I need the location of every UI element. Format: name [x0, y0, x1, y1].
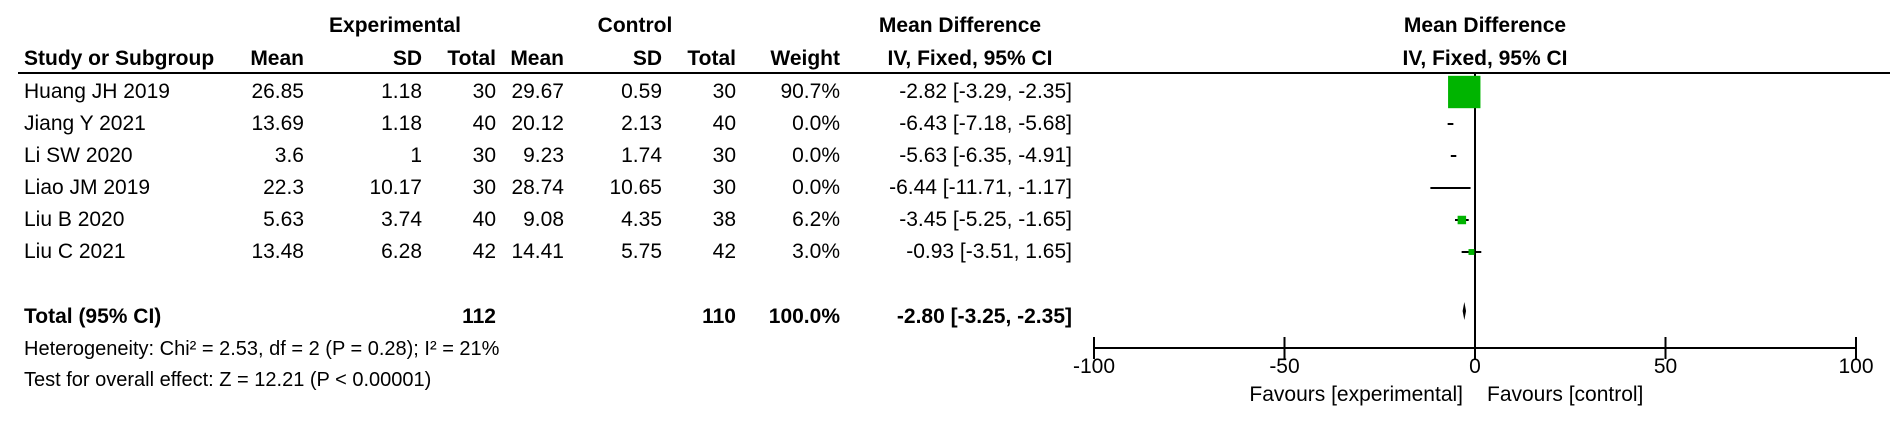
favours-control-label: Favours [control] — [1487, 383, 1643, 406]
weight: 3.0% — [792, 240, 840, 263]
plot-header-bottom: IV, Fixed, 95% CI — [1402, 47, 1568, 70]
x-tick-label: -50 — [1269, 355, 1299, 378]
c-sd: 10.65 — [609, 176, 662, 199]
e-sd: 3.74 — [381, 208, 422, 231]
e-mean: 13.48 — [251, 240, 304, 263]
col-study-header: Study or Subgroup — [24, 47, 215, 70]
c-total: 40 — [712, 112, 736, 135]
effect-ci: -6.43 [-7.18, -5.68] — [899, 112, 1072, 135]
c-mean: 9.23 — [523, 144, 564, 167]
c-mean: 9.08 — [523, 208, 564, 231]
x-tick-label: 100 — [1838, 355, 1873, 378]
c-sd: 2.13 — [621, 112, 662, 135]
e-mean: 13.69 — [251, 112, 304, 135]
c-mean: 29.67 — [511, 80, 564, 103]
c-total: 30 — [712, 176, 736, 199]
e-mean: 3.6 — [274, 144, 304, 167]
effect-header-top: Mean Difference — [878, 14, 1042, 37]
e-total-sum: 112 — [462, 305, 496, 328]
plot-header-rule — [1094, 72, 1890, 74]
c-sd: 5.75 — [621, 240, 662, 263]
c-mean: 14.41 — [511, 240, 564, 263]
c-total: 42 — [712, 240, 736, 263]
x-tick-label: 0 — [1469, 355, 1481, 378]
c-sd: 0.59 — [621, 80, 662, 103]
effect-ci: -6.44 [-11.71, -1.17] — [889, 176, 1072, 199]
table-header-rule — [18, 72, 1094, 74]
e-sd: 1.18 — [381, 80, 422, 103]
group-control-header: Control — [597, 14, 673, 37]
x-tick-label: 50 — [1654, 355, 1677, 378]
col-e-total-header: Total — [447, 47, 496, 70]
e-total: 40 — [472, 112, 496, 135]
c-total: 30 — [712, 144, 736, 167]
weight: 0.0% — [792, 176, 840, 199]
e-total: 30 — [472, 176, 496, 199]
c-sd: 4.35 — [621, 208, 662, 231]
plot-header-top: Mean Difference — [1403, 14, 1567, 37]
e-total: 42 — [472, 240, 496, 263]
col-c-mean-header: Mean — [510, 47, 564, 70]
c-total-sum: 110 — [702, 305, 736, 328]
group-experimental-header: Experimental — [329, 14, 461, 37]
x-tick-label: -100 — [1073, 355, 1115, 378]
study-name: Liu B 2020 — [24, 208, 125, 231]
study-marker — [1468, 249, 1475, 255]
e-mean: 26.85 — [251, 80, 304, 103]
c-total: 30 — [712, 80, 736, 103]
col-e-sd-header: SD — [392, 47, 422, 70]
study-name: Jiang Y 2021 — [24, 112, 146, 135]
study-name: Huang JH 2019 — [24, 80, 170, 103]
favours-experimental-label: Favours [experimental] — [1249, 383, 1463, 406]
effect-header-bottom: IV, Fixed, 95% CI — [887, 47, 1053, 70]
e-sd: 1 — [410, 144, 422, 167]
effect-ci: -0.93 [-3.51, 1.65] — [906, 240, 1072, 263]
col-c-sd-header: SD — [632, 47, 662, 70]
overall-effect-note: Test for overall effect: Z = 12.21 (P < … — [24, 369, 432, 391]
e-total: 30 — [472, 80, 496, 103]
weight: 90.7% — [780, 80, 840, 103]
e-total: 30 — [472, 144, 496, 167]
c-mean: 20.12 — [511, 112, 564, 135]
total-effect-ci: -2.80 [-3.25, -2.35] — [896, 305, 1072, 328]
total-label: Total (95% CI) — [24, 305, 162, 328]
e-mean: 5.63 — [263, 208, 304, 231]
effect-ci: -3.45 [-5.25, -1.65] — [899, 208, 1072, 231]
e-sd: 10.17 — [369, 176, 422, 199]
effect-ci: -2.82 [-3.29, -2.35] — [899, 80, 1072, 103]
col-e-mean-header: Mean — [250, 47, 304, 70]
total-weight: 100.0% — [768, 305, 840, 328]
col-c-total-header: Total — [687, 47, 736, 70]
e-mean: 22.3 — [263, 176, 304, 199]
study-marker — [1448, 75, 1481, 109]
c-total: 38 — [712, 208, 736, 231]
study-name: Li SW 2020 — [24, 144, 133, 167]
weight: 0.0% — [792, 144, 840, 167]
study-name: Liu C 2021 — [24, 240, 126, 263]
e-total: 40 — [472, 208, 496, 231]
weight: 0.0% — [792, 112, 840, 135]
study-marker — [1457, 215, 1467, 225]
c-mean: 28.74 — [511, 176, 564, 199]
c-sd: 1.74 — [621, 144, 662, 167]
weight: 6.2% — [792, 208, 840, 231]
e-sd: 1.18 — [381, 112, 422, 135]
e-sd: 6.28 — [381, 240, 422, 263]
heterogeneity-note: Heterogeneity: Chi² = 2.53, df = 2 (P = … — [24, 338, 500, 360]
study-name: Liao JM 2019 — [24, 176, 151, 199]
effect-ci: -5.63 [-6.35, -4.91] — [899, 144, 1072, 167]
col-weight-header: Weight — [770, 47, 840, 70]
pooled-diamond — [1462, 302, 1467, 320]
